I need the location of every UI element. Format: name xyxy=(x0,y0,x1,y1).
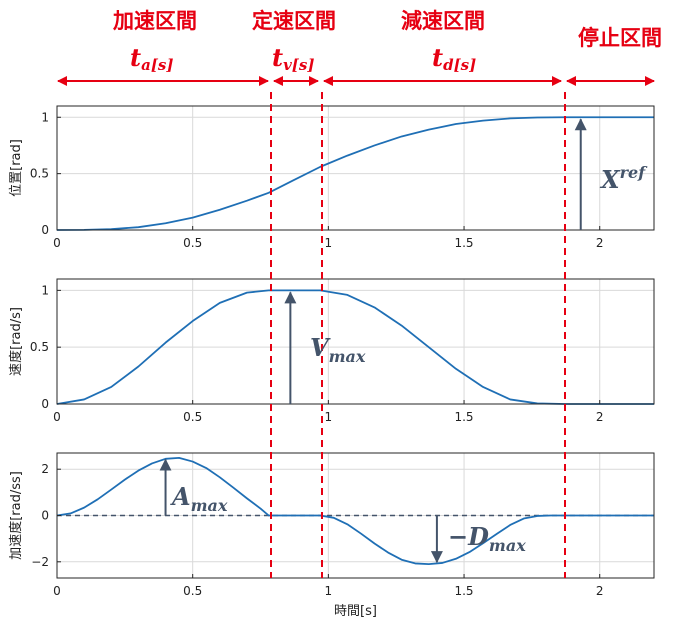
phase-label-const: 定速区間 xyxy=(252,9,336,33)
x-tick-label: 0.5 xyxy=(183,584,202,598)
dmax-label: −Dmax xyxy=(448,522,526,555)
phase-label-accel: 加速区間 xyxy=(112,9,197,33)
y-tick-label: 0 xyxy=(41,223,49,237)
duration-label-accel: ta[s] xyxy=(130,43,173,74)
subplot-acceleration: 0 0.5 1 1.5 2 −2 0 2 加速度[rad/ss] 時間[s] xyxy=(8,452,655,619)
subplot-velocity: 0 0.5 1 1.5 2 0 0.5 1 速度[rad/s] xyxy=(8,278,655,424)
subplot-position: 0 0.5 1 1.5 2 0 0.5 1 位置[rad] xyxy=(9,105,655,250)
x-tick-label: 1.5 xyxy=(454,410,473,424)
series-line-velocity xyxy=(56,289,654,405)
y-tick-label: 1 xyxy=(41,283,49,297)
phase-header: 加速区間 定速区間 減速区間 停止区間 ta[s] tv[s] td[s] xyxy=(57,9,662,86)
y-tick-label: 0.5 xyxy=(30,340,49,354)
x-tick-label: 1.5 xyxy=(454,236,473,250)
x-tick-label: 1.5 xyxy=(454,584,473,598)
axes-frame xyxy=(56,278,655,405)
y-axis-label: 速度[rad/s] xyxy=(8,307,24,376)
x-tick-label: 0 xyxy=(53,410,61,424)
x-tick-label: 2 xyxy=(596,584,604,598)
duration-label-decel: td[s] xyxy=(432,43,476,74)
vmax-label: Vmax xyxy=(310,333,366,366)
annotation-amax: Amax xyxy=(159,458,228,516)
x-tick-label: 0.5 xyxy=(183,236,202,250)
x-tick-label: 0 xyxy=(53,236,61,250)
annotation-dmax: −Dmax xyxy=(430,515,526,564)
duration-label-const: tv[s] xyxy=(272,43,314,74)
plot-area xyxy=(57,106,654,230)
x-axis-label: 時間[s] xyxy=(334,604,377,619)
plot-area xyxy=(57,279,654,404)
y-tick-label: 1 xyxy=(41,110,49,124)
y-tick-label: 2 xyxy=(41,462,49,476)
series-line-position xyxy=(56,116,654,231)
y-tick-label: 0 xyxy=(41,509,49,523)
phase-label-stop: 停止区間 xyxy=(578,26,662,50)
y-axis-label: 位置[rad] xyxy=(9,139,24,197)
subplots: 0 0.5 1 1.5 2 0 0.5 1 位置[rad] 0 0.5 1 1.5 2 0 0.5 1 速度[ra… xyxy=(8,105,655,619)
annotation-vmax: Vmax xyxy=(284,291,366,404)
x-tick-label: 2 xyxy=(596,236,604,250)
axes-frame xyxy=(56,105,655,231)
y-tick-label: −2 xyxy=(31,555,49,569)
x-tick-label: 0 xyxy=(53,584,61,598)
annotation-xref: Xref xyxy=(574,118,648,230)
x-tick-label: 0.5 xyxy=(183,410,202,424)
phase-label-decel: 減速区間 xyxy=(401,9,485,33)
y-axis-label: 加速度[rad/ss] xyxy=(8,471,24,560)
x-tick-label: 2 xyxy=(596,410,604,424)
amax-label: Amax xyxy=(170,482,228,515)
x-tick-label: 1 xyxy=(325,236,333,250)
x-tick-label: 1 xyxy=(325,410,333,424)
xref-label: Xref xyxy=(599,163,648,194)
x-tick-label: 1 xyxy=(325,584,333,598)
y-tick-label: 0 xyxy=(41,397,49,411)
y-tick-label: 0.5 xyxy=(30,167,49,181)
phase-boundaries xyxy=(270,92,566,578)
series-line-acceleration xyxy=(56,456,654,566)
